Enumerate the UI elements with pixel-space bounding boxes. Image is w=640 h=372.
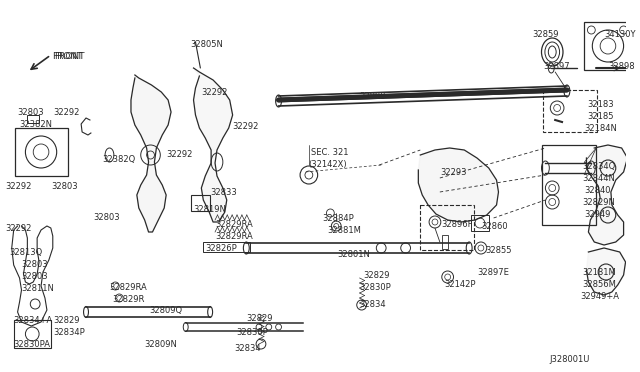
Polygon shape	[419, 148, 499, 222]
Text: 32898: 32898	[608, 62, 635, 71]
Text: 32829R: 32829R	[113, 295, 145, 304]
Polygon shape	[193, 68, 232, 222]
Text: 32292: 32292	[232, 122, 259, 131]
Text: 32890: 32890	[360, 92, 386, 101]
Text: FRONT: FRONT	[52, 52, 83, 61]
Text: SEC. 321: SEC. 321	[311, 148, 348, 157]
Text: 32834Q: 32834Q	[582, 162, 616, 171]
Text: 32829RA: 32829RA	[215, 220, 253, 229]
Bar	[28, 115, 39, 123]
Text: 32856M: 32856M	[582, 280, 616, 289]
Bar	[204, 242, 250, 252]
Text: 32834+A: 32834+A	[13, 316, 53, 325]
Text: 32292: 32292	[202, 88, 228, 97]
Bar	[191, 195, 210, 211]
Text: 32292: 32292	[54, 108, 80, 117]
Text: 32860: 32860	[481, 222, 508, 231]
Text: 32803: 32803	[93, 213, 120, 222]
Text: 32292: 32292	[166, 150, 193, 159]
Text: 32896F: 32896F	[442, 220, 474, 229]
Text: 32830P: 32830P	[360, 283, 392, 292]
Text: 32382N: 32382N	[20, 120, 52, 129]
Text: 34130Y: 34130Y	[604, 30, 636, 39]
Text: 32949: 32949	[584, 210, 611, 219]
Text: 32897E: 32897E	[477, 268, 509, 277]
Text: 32834: 32834	[235, 344, 261, 353]
Text: 32829: 32829	[246, 314, 273, 323]
Text: 32803: 32803	[51, 182, 77, 191]
Text: 32855: 32855	[485, 246, 511, 255]
Bar	[543, 145, 596, 225]
Text: 32809N: 32809N	[145, 340, 177, 349]
Text: 32829: 32829	[54, 316, 80, 325]
Text: 32801N: 32801N	[337, 250, 370, 259]
Text: 32184N: 32184N	[584, 124, 618, 133]
Text: 32809Q: 32809Q	[150, 306, 182, 315]
Text: 32819N: 32819N	[193, 205, 227, 214]
Polygon shape	[586, 248, 625, 295]
Text: 32185: 32185	[588, 112, 614, 121]
Text: 32834P: 32834P	[54, 328, 86, 337]
Text: 32829RA: 32829RA	[109, 283, 147, 292]
Text: 32813Q: 32813Q	[10, 248, 43, 257]
Text: 32803: 32803	[17, 108, 44, 117]
Text: 32829: 32829	[364, 271, 390, 280]
Text: 32292: 32292	[5, 224, 31, 233]
Text: 32833: 32833	[210, 188, 237, 197]
Text: 32293: 32293	[440, 168, 467, 177]
Text: 32844N: 32844N	[582, 174, 616, 183]
Text: 32805N: 32805N	[191, 40, 223, 49]
Text: 32949+A: 32949+A	[580, 292, 620, 301]
Bar	[442, 235, 447, 249]
Text: 32897: 32897	[543, 62, 570, 71]
Text: 32826P: 32826P	[205, 244, 237, 253]
Text: (32142X): (32142X)	[308, 160, 346, 169]
Text: 32884P: 32884P	[323, 214, 355, 223]
Text: 32829N: 32829N	[582, 198, 616, 207]
Text: FRONT: FRONT	[54, 52, 84, 61]
Polygon shape	[586, 145, 627, 245]
Bar	[543, 90, 597, 132]
Text: 32292: 32292	[5, 182, 31, 191]
Text: 32142P: 32142P	[445, 280, 476, 289]
Text: 32840: 32840	[584, 186, 611, 195]
Text: 32811N: 32811N	[22, 284, 54, 293]
Text: 32382Q: 32382Q	[102, 155, 136, 164]
Text: 32834: 32834	[360, 300, 387, 309]
Text: 32803: 32803	[22, 260, 48, 269]
Text: J328001U: J328001U	[549, 355, 589, 364]
Text: 32830P: 32830P	[237, 328, 268, 337]
Bar	[420, 205, 474, 250]
Text: 32181M: 32181M	[582, 268, 616, 277]
Text: 32830PA: 32830PA	[13, 340, 51, 349]
Bar	[13, 320, 51, 348]
Text: 32803: 32803	[22, 272, 48, 281]
Bar	[584, 22, 632, 70]
Text: 32881M: 32881M	[328, 226, 362, 235]
Text: 32829RA: 32829RA	[215, 232, 253, 241]
Bar	[471, 215, 489, 231]
Polygon shape	[131, 75, 171, 232]
Bar	[15, 128, 68, 176]
Text: 32859: 32859	[532, 30, 559, 39]
Text: 32183: 32183	[588, 100, 614, 109]
